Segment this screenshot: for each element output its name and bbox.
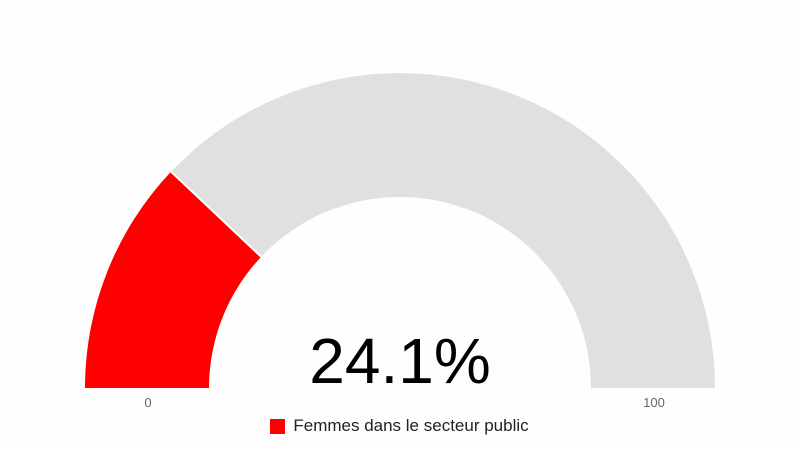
gauge-separator	[170, 170, 262, 258]
gauge-max-label: 100	[643, 395, 665, 410]
legend-swatch[interactable]	[270, 418, 286, 434]
gauge-fill[interactable]	[85, 171, 262, 388]
legend: Femmes dans le secteur public	[0, 416, 799, 436]
gauge-value-label: 24.1%	[309, 325, 490, 397]
gauge-track	[85, 73, 715, 388]
legend-label[interactable]: Femmes dans le secteur public	[293, 416, 529, 435]
gauge-min-label: 0	[144, 395, 151, 410]
